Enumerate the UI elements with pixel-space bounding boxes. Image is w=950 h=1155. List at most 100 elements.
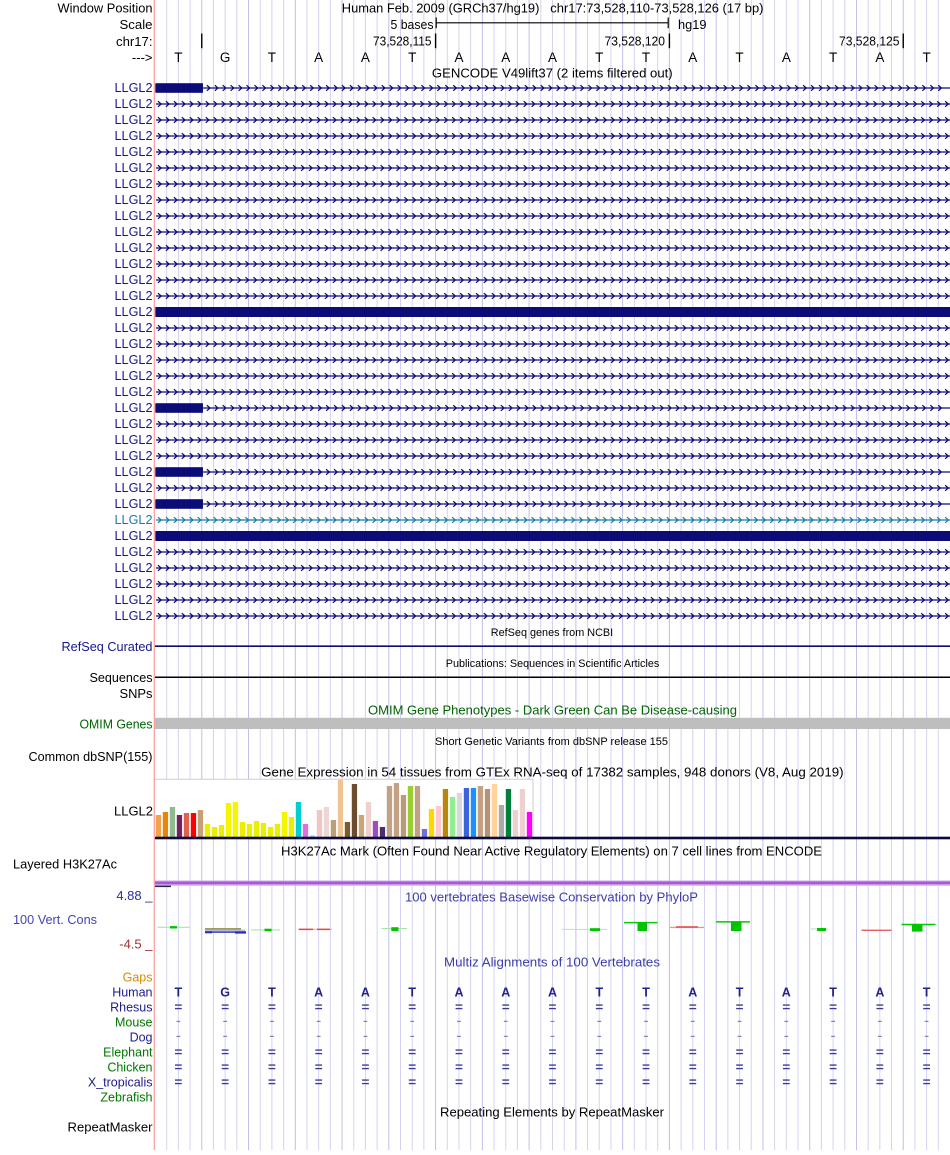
svg-text:Zebrafish: Zebrafish (100, 1090, 152, 1104)
svg-text:T: T (642, 985, 650, 999)
svg-text:Window Position: Window Position (58, 1, 153, 16)
svg-text:A: A (501, 985, 510, 999)
svg-text:--->: ---> (132, 50, 153, 65)
svg-text:Human Feb. 2009 (GRCh37/hg19): Human Feb. 2009 (GRCh37/hg19) (342, 1, 540, 16)
svg-text:Publications: Sequences in Sci: Publications: Sequences in Scientific Ar… (446, 658, 660, 670)
svg-text:OMIM Genes: OMIM Genes (80, 717, 153, 732)
svg-text:H3K27Ac Mark (Often Found Near: H3K27Ac Mark (Often Found Near Active Re… (281, 844, 822, 859)
svg-text:LLGL2: LLGL2 (115, 80, 153, 95)
svg-text:SNPs: SNPs (120, 686, 153, 701)
svg-text:Chicken: Chicken (107, 1060, 152, 1074)
svg-text:Human: Human (112, 985, 152, 999)
svg-text:LLGL2: LLGL2 (115, 384, 153, 399)
svg-text:LLGL2: LLGL2 (115, 368, 153, 383)
svg-text:T: T (923, 985, 931, 999)
svg-text:LLGL2: LLGL2 (115, 144, 153, 159)
svg-text:LLGL2: LLGL2 (115, 256, 153, 271)
svg-text:LLGL2: LLGL2 (115, 576, 153, 591)
svg-text:Scale: Scale (120, 17, 153, 32)
svg-text:Mouse: Mouse (115, 1015, 153, 1029)
svg-text:LLGL2: LLGL2 (115, 288, 153, 303)
svg-text:73,528,125: 73,528,125 (839, 34, 900, 49)
svg-text:LLGL2: LLGL2 (115, 128, 153, 143)
svg-text:Sequences: Sequences (90, 670, 153, 685)
svg-text:hg19: hg19 (678, 17, 707, 32)
svg-text:RefSeq genes from NCBI: RefSeq genes from NCBI (491, 627, 613, 639)
svg-text:Gene Expression in 54 tissues: Gene Expression in 54 tissues from GTEx … (261, 765, 844, 780)
svg-text:T: T (268, 985, 276, 999)
svg-text:A: A (782, 985, 791, 999)
svg-text:GENCODE V49lift37 (2 items fil: GENCODE V49lift37 (2 items filtered out) (432, 66, 673, 81)
svg-text:G: G (220, 50, 231, 65)
svg-text:LLGL2: LLGL2 (115, 176, 153, 191)
svg-text:73,528,120: 73,528,120 (605, 34, 666, 49)
svg-text:LLGL2: LLGL2 (115, 192, 153, 207)
svg-text:LLGL2: LLGL2 (115, 272, 153, 287)
svg-text:A: A (875, 50, 884, 65)
svg-text:G: G (220, 985, 230, 999)
svg-text:A: A (454, 985, 463, 999)
svg-text:Elephant: Elephant (103, 1045, 153, 1059)
svg-text:OMIM Gene Phenotypes - Dark Gr: OMIM Gene Phenotypes - Dark Green Can Be… (368, 703, 737, 718)
svg-text:A: A (314, 985, 323, 999)
svg-text:T: T (595, 50, 603, 65)
svg-text:-4.5 _: -4.5 _ (119, 937, 153, 952)
svg-text:LLGL2: LLGL2 (115, 352, 153, 367)
svg-text:LLGL2: LLGL2 (115, 112, 153, 127)
svg-text:LLGL2: LLGL2 (114, 804, 153, 819)
svg-text:X_tropicalis: X_tropicalis (88, 1075, 153, 1089)
svg-text:LLGL2: LLGL2 (115, 224, 153, 239)
svg-text:LLGL2: LLGL2 (115, 432, 153, 447)
svg-text:LLGL2: LLGL2 (115, 592, 153, 607)
svg-text:73,528,115: 73,528,115 (373, 34, 432, 49)
svg-text:LLGL2: LLGL2 (115, 464, 153, 479)
svg-text:A: A (501, 50, 510, 65)
svg-text:LLGL2: LLGL2 (115, 544, 153, 559)
svg-text:4.88 _: 4.88 _ (116, 888, 153, 903)
svg-text:100 vertebrates Basewise Conse: 100 vertebrates Basewise Conservation by… (405, 890, 698, 905)
svg-text:5 bases: 5 bases (391, 17, 434, 32)
svg-text:chr17:73,528,110-73,528,126 (1: chr17:73,528,110-73,528,126 (17 bp) (550, 1, 763, 16)
svg-text:T: T (736, 985, 744, 999)
svg-text:LLGL2: LLGL2 (115, 448, 153, 463)
svg-text:chr17:: chr17: (116, 34, 153, 49)
svg-text:T: T (922, 50, 930, 65)
svg-text:LLGL2: LLGL2 (115, 336, 153, 351)
svg-text:LLGL2: LLGL2 (115, 304, 153, 319)
svg-text:Multiz Alignments of 100 Verte: Multiz Alignments of 100 Vertebrates (444, 955, 660, 970)
svg-text:T: T (268, 50, 276, 65)
svg-text:LLGL2: LLGL2 (115, 240, 153, 255)
svg-text:LLGL2: LLGL2 (115, 208, 153, 223)
svg-text:LLGL2: LLGL2 (115, 480, 153, 495)
svg-text:T: T (175, 985, 183, 999)
svg-text:Short Genetic Variants from db: Short Genetic Variants from dbSNP releas… (435, 736, 668, 748)
svg-text:Layered H3K27Ac: Layered H3K27Ac (13, 857, 118, 872)
svg-text:RepeatMasker: RepeatMasker (68, 1120, 154, 1135)
svg-text:Gaps: Gaps (123, 970, 153, 984)
svg-text:LLGL2: LLGL2 (115, 528, 153, 543)
svg-text:LLGL2: LLGL2 (115, 160, 153, 175)
svg-text:LLGL2: LLGL2 (115, 496, 153, 511)
svg-text:A: A (548, 985, 557, 999)
svg-text:LLGL2: LLGL2 (115, 512, 153, 527)
svg-text:T: T (642, 50, 650, 65)
svg-text:T: T (829, 985, 837, 999)
svg-text:A: A (454, 50, 463, 65)
svg-text:A: A (314, 50, 323, 65)
svg-text:Repeating Elements by RepeatMa: Repeating Elements by RepeatMasker (440, 1105, 665, 1120)
svg-text:T: T (408, 985, 416, 999)
svg-text:LLGL2: LLGL2 (115, 416, 153, 431)
svg-text:A: A (782, 50, 791, 65)
svg-text:LLGL2: LLGL2 (115, 608, 153, 623)
svg-text:T: T (829, 50, 837, 65)
svg-text:T: T (595, 985, 603, 999)
svg-text:A: A (361, 50, 370, 65)
svg-text:RefSeq Curated: RefSeq Curated (62, 639, 153, 654)
svg-text:A: A (361, 985, 370, 999)
svg-text:LLGL2: LLGL2 (115, 96, 153, 111)
svg-text:100 Vert. Cons: 100 Vert. Cons (13, 912, 97, 927)
svg-text:LLGL2: LLGL2 (115, 400, 153, 415)
svg-text:T: T (735, 50, 743, 65)
svg-text:A: A (688, 50, 697, 65)
svg-text:T: T (174, 50, 182, 65)
